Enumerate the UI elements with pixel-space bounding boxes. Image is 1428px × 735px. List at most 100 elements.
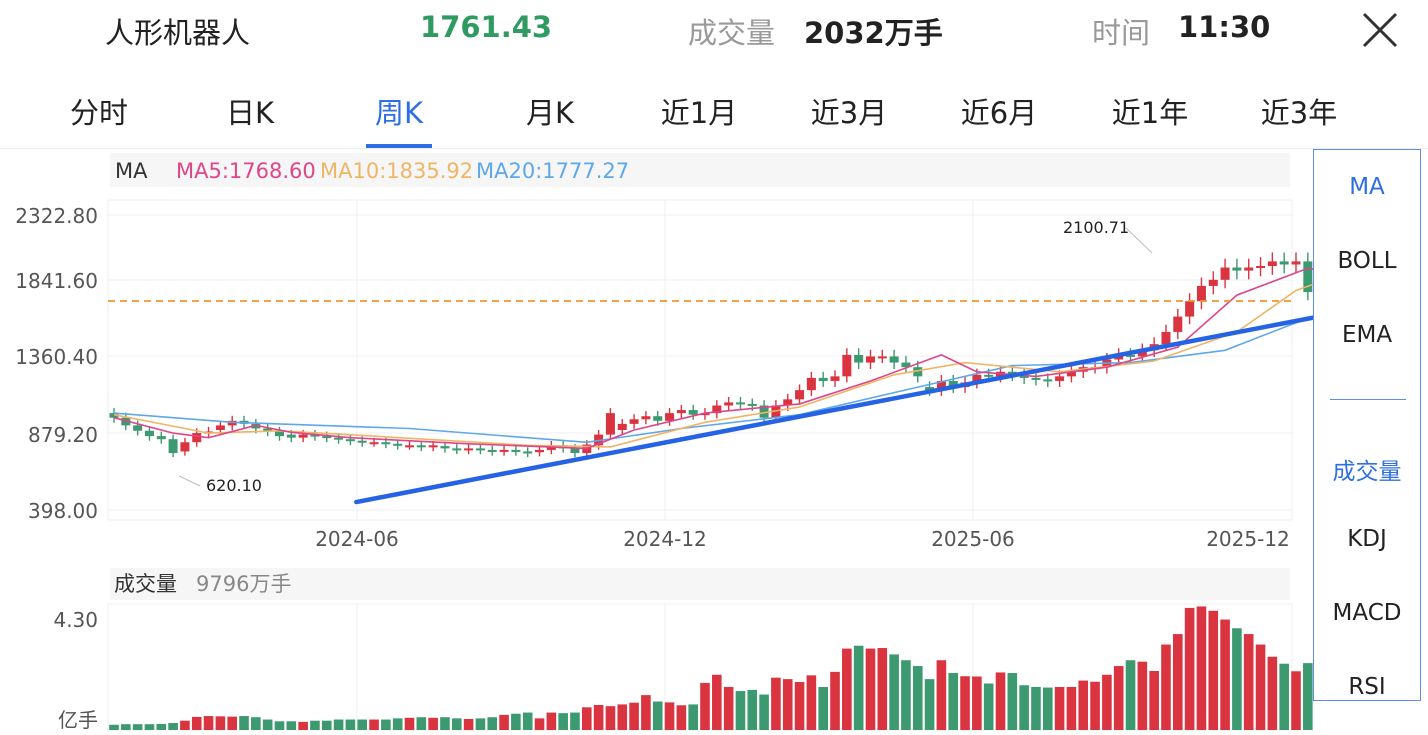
indicator-rsi[interactable]: RSI [1348,674,1386,700]
candle-body [1303,261,1313,293]
candle-body [475,448,485,451]
volume-bar [641,695,651,730]
time-value: 11:30 [1178,10,1271,44]
volume-bar [747,689,758,730]
candle-body [428,445,438,448]
volume-bar [972,676,982,730]
y-tick-label: 1841.60 [15,269,98,293]
volume-bar [723,686,734,730]
candle-body [676,410,686,414]
candle-body [617,423,627,430]
volume-bar [712,674,722,730]
volume-bar [842,648,852,730]
candle-body [865,356,875,363]
candle-body [913,367,923,377]
volume-bar [582,707,592,730]
high-price-label: 2100.71 [1063,218,1129,237]
candle-body [901,362,911,368]
candle-body [641,416,651,420]
candle-body [818,377,828,381]
volume-bar [109,724,119,730]
candle-body [381,442,391,445]
candle-body [605,413,615,435]
volume-bar [522,712,533,730]
candle-body [1137,350,1147,357]
tab-weekly-k[interactable]: 周K [374,96,424,130]
tab-3-months[interactable]: 近3月 [810,96,888,130]
ma5-line [113,267,1313,450]
candle-body [263,428,273,432]
volume-bar [1208,610,1219,730]
close-icon[interactable] [1358,8,1402,52]
volume-bar [1125,660,1136,730]
volume-bars [109,606,1313,730]
volume-bar [1149,670,1159,730]
stock-name: 人形机器人 [105,16,251,50]
candle-body [440,446,450,449]
candle-body [133,425,143,431]
volume-bar [463,718,474,730]
volume-bar [274,721,285,730]
tabs-divider [0,148,1428,149]
candle-body [1126,354,1136,357]
candle-body [345,439,355,442]
volume-bar [1243,634,1254,730]
indicator-boll[interactable]: BOLL [1337,248,1397,274]
tab-1-month[interactable]: 近1月 [660,96,738,130]
volume-bar [1173,634,1183,730]
volume-bar [1255,644,1266,730]
tab-fenshi[interactable]: 分时 [69,96,129,130]
volume-bar [960,676,970,730]
indicator-volume[interactable]: 成交量 [1332,459,1402,485]
kline-chart: MA MA5:1768.60 MA10:1835.92 MA20:1777.27… [15,153,1313,732]
tab-monthly-k[interactable]: 月K [525,96,575,130]
indicator-sidebar: MA BOLL EMA 成交量 KDJ MACD RSI [1313,149,1421,701]
indicator-kdj[interactable]: KDJ [1347,526,1387,552]
candle-body [464,448,474,451]
volume-bar [676,705,687,730]
volume-bar [1054,686,1065,730]
volume-bar [310,720,320,730]
candle-body [1208,279,1218,286]
candle-body [972,374,982,383]
candle-body [274,431,284,437]
volume-bar [853,645,864,730]
volume-bar [700,682,710,730]
volume-bar [381,719,391,730]
indicator-ema[interactable]: EMA [1341,322,1393,348]
volume-bar [617,704,628,730]
volume-bar [475,718,486,730]
period-tabs: 分时 日K 周K 月K 近1月 近3月 近6月 近1年 近3年 [0,82,1428,148]
volume-bar [570,712,580,730]
current-price: 1761.43 [420,10,553,44]
volume-bar [652,701,663,730]
tab-6-months[interactable]: 近6月 [960,96,1038,130]
volume-bar [995,672,1006,730]
candle-body [653,416,663,421]
y-tick-label: 1360.40 [15,345,98,369]
volume-bar [759,694,769,730]
candle-body [1291,261,1301,265]
candle-body [1185,301,1195,317]
volume-legend-background [110,568,1290,600]
volume-bar [203,716,214,730]
legend-background [110,153,1290,187]
ma-lines [113,267,1313,450]
price-y-axis: 2322.80 1841.60 1360.40 879.20 398.00 [15,204,98,523]
volume-bar [286,721,297,730]
candle-body [830,376,840,381]
candle-body [1161,331,1171,345]
x-tick-label: 2024-12 [623,527,707,551]
tab-daily-k[interactable]: 日K [225,96,275,130]
tab-3-years[interactable]: 近3年 [1260,96,1338,130]
candle-body [286,434,296,438]
indicator-ma[interactable]: MA [1349,174,1385,200]
price-grid [107,199,1293,521]
indicator-macd[interactable]: MACD [1332,600,1402,626]
tab-1-year[interactable]: 近1年 [1111,96,1189,130]
low-price-label: 620.10 [206,476,262,495]
volume-bar [664,702,675,730]
volume-bar [901,660,911,730]
volume-bar [1078,680,1089,730]
volume-bar [936,660,947,730]
